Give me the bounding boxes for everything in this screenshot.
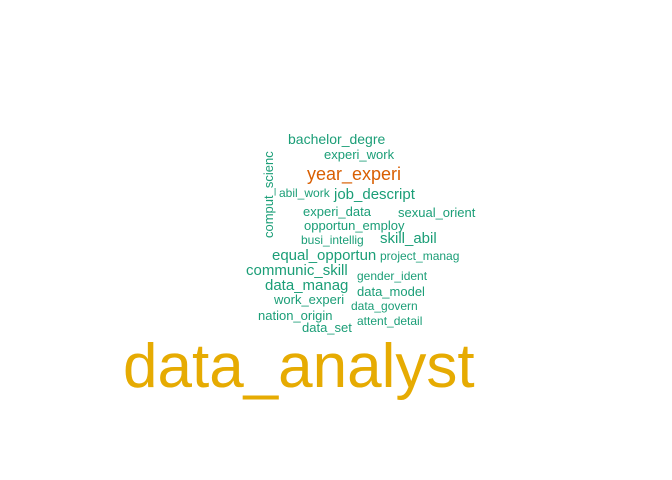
word-year-experi: year_experi (307, 164, 402, 184)
word-project-manag: project_manag (380, 249, 460, 263)
word-nation-origin: nation_origin (258, 308, 333, 323)
word-abil-work: abil_work (279, 186, 330, 200)
word-data-govern: data_govern (351, 299, 418, 313)
word-data-set: data_set (302, 320, 352, 335)
word-gender-ident: gender_ident (357, 269, 428, 283)
word-skill-abil: skill_abil (380, 230, 437, 247)
word-data-analyst: data_analyst (123, 332, 475, 401)
word-communic-skill: communic_skill (246, 262, 348, 279)
word-busi-intellig: busi_intellig (301, 233, 364, 247)
word-comput-scienc: comput_scienc (261, 151, 276, 238)
word-equal-opportun: equal_opportun (272, 247, 377, 264)
word-work-experi: work_experi (274, 292, 345, 307)
word-experi-data: experi_data (303, 204, 371, 219)
word-attent-detail: attent_detail (357, 314, 423, 328)
word-opportun-employ: opportun_employ (304, 218, 405, 233)
word-data-model: data_model (357, 284, 425, 299)
word-job-descript: job_descript (334, 186, 415, 203)
word-data-manag: data_manag (265, 277, 349, 294)
word-experi-work: experi_work (324, 147, 395, 162)
word-bachelor-degre: bachelor_degre (288, 131, 386, 147)
word-sexual-orient: sexual_orient (398, 205, 476, 220)
